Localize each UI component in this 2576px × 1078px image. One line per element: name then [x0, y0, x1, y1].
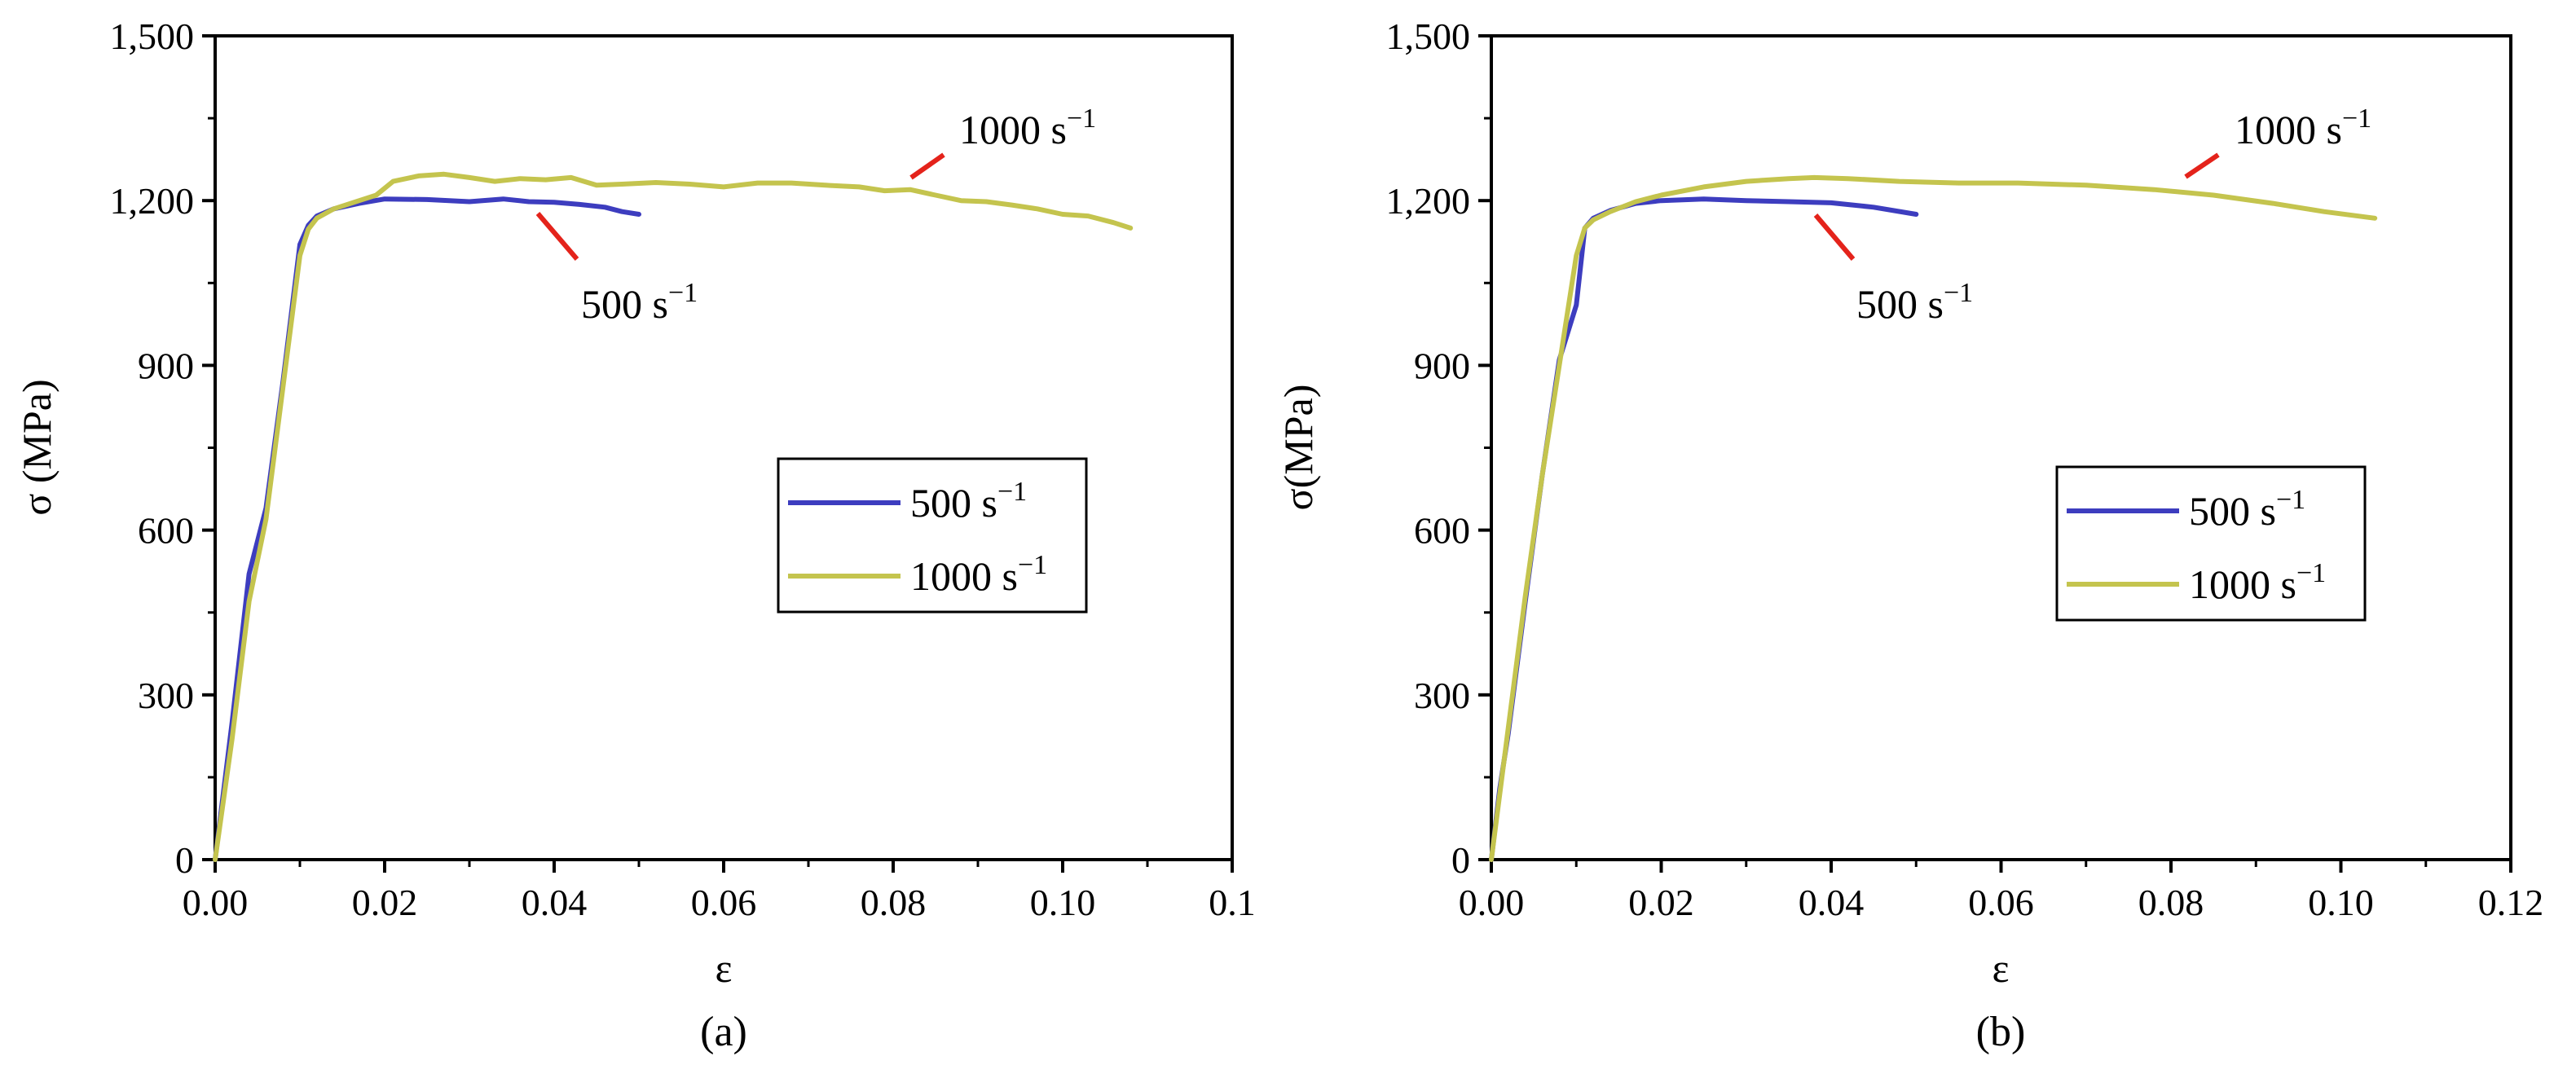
x-tick-label: 0.00 — [1459, 882, 1525, 923]
x-tick-label: 0.1 — [1209, 882, 1256, 923]
x-tick-label: 0.08 — [2138, 882, 2204, 923]
panel-label: (a) — [700, 1009, 747, 1055]
y-tick-label: 300 — [138, 675, 194, 716]
y-axis-label: σ (MPa) — [14, 379, 59, 515]
y-tick-label: 600 — [138, 510, 194, 552]
annotation-label: 500 s−1 — [581, 278, 698, 327]
x-axis-label: ε — [1993, 945, 2010, 991]
panel-label: (b) — [1976, 1009, 2026, 1055]
y-tick-label: 900 — [1414, 345, 1470, 386]
annotation-label: 500 s−1 — [1856, 278, 1973, 327]
x-axis-label: ε — [716, 945, 733, 991]
chart-panel-b: 0.00 0.02 0.04 0.06 0.08 0.10 0.12 0 300 600 900 1,… — [1275, 15, 2543, 1055]
x-tick-label: 0.04 — [522, 882, 588, 923]
x-tick-label: 0.02 — [1628, 882, 1694, 923]
x-tick-label: 0.04 — [1799, 882, 1865, 923]
annotation-label: 1000 s−1 — [2235, 103, 2371, 152]
legend-box — [777, 457, 1088, 614]
series-line-1000 — [213, 171, 1134, 862]
series-line-500 — [1489, 196, 1919, 862]
series-line-1000 — [1489, 174, 2378, 862]
series-line-500 — [213, 196, 641, 862]
legend-label: 500 s−1 — [2189, 485, 2305, 534]
legend: 500 s−1 1000 s−1 — [2055, 465, 2367, 622]
x-tick-label: 0.10 — [1030, 882, 1096, 923]
x-tick-label: 0.02 — [352, 882, 418, 923]
x-tick-label: 0.00 — [183, 882, 249, 923]
annotation-pointer — [2184, 152, 2220, 179]
legend-label: 500 s−1 — [910, 477, 1027, 526]
annotation-pointer — [535, 212, 579, 261]
y-axis-label: σ(MPa) — [1275, 385, 1321, 511]
plot-frame — [214, 34, 1234, 861]
x-tick-label: 0.10 — [2308, 882, 2374, 923]
legend-box — [2055, 465, 2367, 622]
legend-label: 1000 s−1 — [910, 550, 1047, 599]
y-tick-label: 1,200 — [1386, 180, 1471, 222]
y-tick-label: 600 — [1414, 510, 1470, 552]
y-tick-label: 1,200 — [110, 180, 195, 222]
y-tick-label: 900 — [138, 345, 194, 386]
annotation-pointer — [1813, 213, 1856, 261]
x-tick-label: 0.06 — [691, 882, 757, 923]
legend-label: 1000 s−1 — [2189, 558, 2326, 607]
x-tick-label: 0.12 — [2478, 882, 2544, 923]
x-tick-label: 0.06 — [1968, 882, 2034, 923]
y-tick-label: 1,500 — [110, 15, 195, 57]
y-tick-label: 1,500 — [1386, 15, 1471, 57]
x-tick-label: 0.08 — [861, 882, 927, 923]
chart-panel-a: 0.00 0.02 0.04 0.06 0.08 0.10 0.103006009001,2… — [14, 15, 1256, 1055]
legend: 500 s−1 1000 s−1 — [777, 457, 1088, 614]
annotation-pointer — [909, 152, 945, 180]
annotation-label: 1000 s−1 — [959, 103, 1096, 152]
y-tick-label: 0 — [1451, 839, 1470, 881]
plot-frame — [1490, 34, 2512, 861]
y-tick-label: 300 — [1414, 675, 1470, 716]
y-tick-label: 0 — [175, 839, 194, 881]
